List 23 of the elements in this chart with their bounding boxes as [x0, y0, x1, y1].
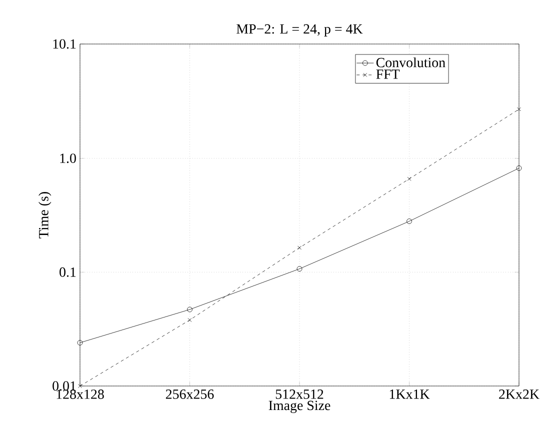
x-tick-label: 256x256	[166, 390, 214, 399]
y-tick-label: 0.01	[52, 381, 76, 391]
legend-label: FFT	[376, 70, 400, 79]
y-tick-label: 1.0	[60, 154, 76, 164]
legend-label: Convolution	[376, 57, 446, 68]
point	[407, 176, 412, 181]
chart-title: MP−2: L = 24, p = 4K	[236, 24, 363, 36]
x-tick-label: 128x128	[56, 390, 104, 399]
x-axis-title: Image Size	[268, 400, 330, 414]
point	[406, 218, 412, 224]
point	[187, 306, 192, 312]
x-tick-label: 2Kx2K	[499, 390, 540, 399]
point	[188, 318, 192, 322]
x-tick-label: 512x512	[276, 390, 324, 399]
y-tick-label: 10.1	[53, 39, 76, 49]
point	[517, 107, 521, 112]
y-tick-label: 0.1	[60, 267, 76, 277]
point	[516, 165, 522, 171]
y-axis-title: Time (s)	[38, 192, 52, 238]
point	[298, 246, 302, 250]
point	[77, 340, 83, 346]
x-tick-label: 1Kx1K	[390, 390, 430, 399]
point	[296, 266, 302, 272]
